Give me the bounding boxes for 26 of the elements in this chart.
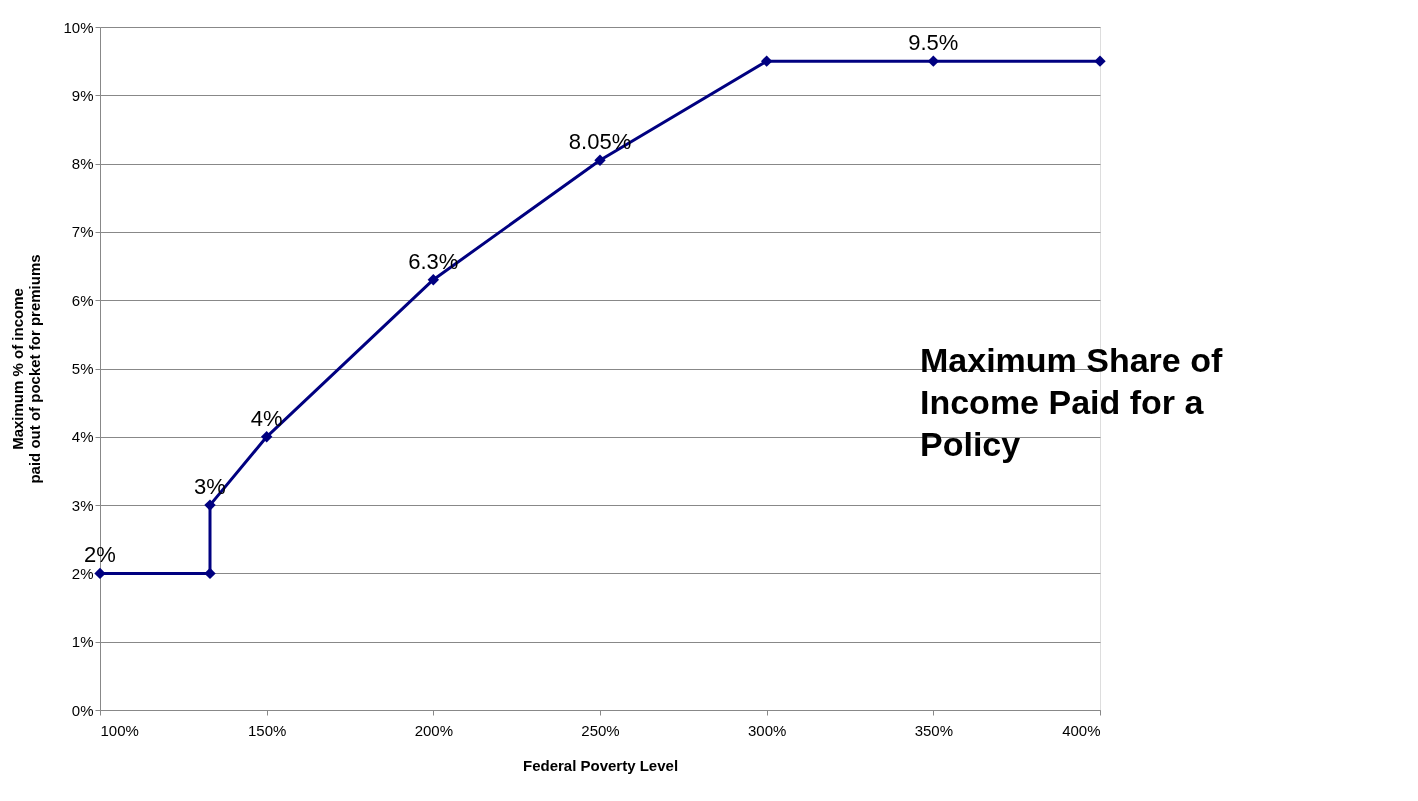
y-tick-label: 1% bbox=[71, 633, 94, 651]
data-label: 4% bbox=[250, 405, 283, 431]
data-label: 3% bbox=[194, 474, 226, 500]
y-tick-label: 10% bbox=[63, 18, 94, 36]
y-tick-label: 3% bbox=[71, 496, 94, 514]
y-tick-label: 6% bbox=[71, 291, 94, 309]
data-label: 8.05% bbox=[568, 129, 632, 155]
x-tick-label: 100% bbox=[100, 721, 139, 739]
x-tick-label: 150% bbox=[247, 721, 287, 739]
y-tick-label: 2% bbox=[71, 564, 94, 582]
data-label: 6.3% bbox=[408, 248, 459, 274]
data-label: 9.5% bbox=[908, 30, 959, 56]
x-tick-label: 250% bbox=[581, 721, 620, 739]
text: Maximum Share of Income Paid for a Policy bbox=[920, 341, 1223, 463]
y-tick-label: 9% bbox=[71, 86, 94, 104]
y-tick-label: 8% bbox=[71, 155, 94, 173]
x-tick-label: 200% bbox=[414, 721, 454, 739]
y-axis-title: Maximum % of income paid out of pocket for premiums bbox=[9, 254, 44, 484]
y-tick-label: 0% bbox=[71, 701, 94, 719]
y-tick-label: 4% bbox=[71, 428, 94, 446]
x-tick-label: 400% bbox=[1062, 721, 1101, 739]
y-tick-label: 5% bbox=[71, 360, 94, 377]
x-tick-label: 300% bbox=[747, 721, 787, 739]
x-tick-label: 350% bbox=[914, 721, 954, 739]
y-tick-label: 7% bbox=[71, 223, 94, 241]
x-axis-title: Federal Poverty Level bbox=[522, 756, 679, 774]
